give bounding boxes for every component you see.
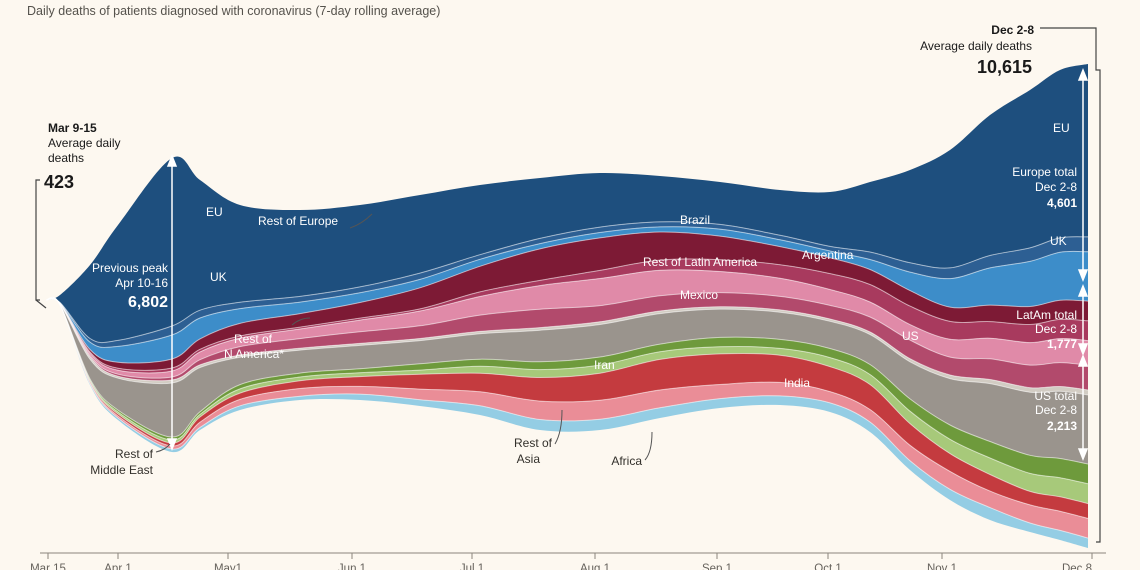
separator-line [45, 221, 1089, 344]
separator-line [45, 226, 1089, 348]
range-brackets [35, 27, 1101, 543]
separator-line [45, 296, 1089, 505]
x-tick-label: Jun 1 [338, 563, 366, 570]
label-eu-right: EU [1053, 121, 1070, 135]
label-uk-left: UK [210, 270, 227, 284]
latam-total-value: 1,777 [1047, 337, 1077, 351]
band-us [46, 297, 1088, 465]
europe-total-line2: Dec 2-8 [1035, 180, 1077, 194]
label-rest-of-asia-2: Asia [517, 452, 541, 466]
peak-line2: Apr 10-16 [115, 276, 168, 290]
label-mexico: Mexico [680, 288, 718, 302]
separator-line [45, 296, 1089, 465]
end-desc: Average daily deaths [920, 39, 1032, 53]
band-rest-of-asia [46, 297, 1088, 539]
x-tick-label: Aug 1 [580, 563, 610, 570]
x-tick-label: Jul 1 [460, 563, 484, 570]
label-us: US [902, 329, 919, 343]
label-eu-left: EU [206, 205, 223, 219]
separator-line [45, 296, 1089, 485]
separator-line [45, 296, 1089, 519]
x-axis: Mar 15 Apr 1 May1 Jun 1 Jul 1 Aug 1 Sep 1 Oct 1… [30, 552, 1106, 570]
label-brazil: Brazil [680, 213, 710, 227]
peak-line1: Previous peak [92, 261, 169, 275]
chart-subtitle: Daily deaths of patients diagnosed with … [27, 4, 441, 18]
start-bracket [35, 179, 40, 301]
separator-line [45, 269, 1089, 374]
start-desc-line2: deaths [48, 151, 84, 165]
band-brazil [46, 231, 1088, 371]
band-eu [46, 64, 1088, 343]
label-leaders [155, 213, 653, 461]
band-rest-of-europe [46, 221, 1088, 348]
peak-value: 6,802 [128, 294, 168, 311]
label-argentina: Argentina [802, 248, 854, 262]
label-india: India [784, 376, 810, 390]
label-africa: Africa [611, 454, 642, 468]
latam-total-line1: LatAm total [1016, 308, 1077, 322]
band-africa [46, 297, 1088, 548]
band-uk [46, 226, 1088, 364]
label-rest-of-asia-1: Rest of [514, 436, 553, 450]
separator-line [45, 292, 1089, 379]
x-tick-label: Oct 1 [814, 563, 841, 570]
end-date-label: Dec 2-8 [991, 23, 1034, 37]
us-total-line1: US total [1034, 389, 1077, 403]
europe-total-value: 4,601 [1047, 196, 1077, 210]
label-iran: Iran [594, 358, 615, 372]
start-leader [35, 299, 47, 309]
x-tick-label: Sep 1 [702, 563, 732, 570]
label-rest-middle-east-1: Rest of [115, 447, 154, 461]
band-argentina [46, 258, 1088, 373]
stream-bands [46, 64, 1088, 548]
x-tick-label: Apr 1 [104, 563, 132, 570]
separator-line [45, 231, 1089, 364]
europe-total-line1: Europe total [1012, 165, 1077, 179]
separator-line [45, 296, 1089, 539]
separator-line [45, 258, 1089, 371]
band-separators [45, 221, 1089, 539]
label-rest-of-europe: Rest of Europe [258, 214, 338, 228]
us-total-line2: Dec 2-8 [1035, 403, 1077, 417]
start-desc-line1: Average daily [48, 136, 121, 150]
end-value: 10,615 [977, 57, 1032, 77]
total-arrows [166, 67, 1089, 462]
x-tick-label: Dec 8 [1062, 563, 1092, 570]
end-bracket [1040, 27, 1101, 543]
latam-total-line2: Dec 2-8 [1035, 322, 1077, 336]
start-date-label: Mar 9-15 [48, 121, 97, 135]
label-rest-middle-east-2: Middle East [90, 463, 153, 477]
label-rest-n-america-1: Rest of [234, 332, 273, 346]
label-rest-latin-america: Rest of Latin America [643, 255, 757, 269]
band-rest-of-latin-america [46, 269, 1088, 379]
x-tick-label: Nov 1 [927, 563, 957, 570]
label-uk-right: UK [1050, 234, 1067, 248]
x-tick-label: Mar 15 [30, 563, 66, 570]
start-value: 423 [44, 172, 74, 192]
band-mexico [46, 292, 1088, 390]
label-rest-n-america-2: N America* [224, 347, 284, 361]
band-india [46, 297, 1088, 519]
separator-line [45, 297, 1089, 391]
x-tick-label: May1 [214, 563, 242, 570]
separator-line [45, 297, 1089, 396]
us-total-value: 2,213 [1047, 419, 1077, 433]
